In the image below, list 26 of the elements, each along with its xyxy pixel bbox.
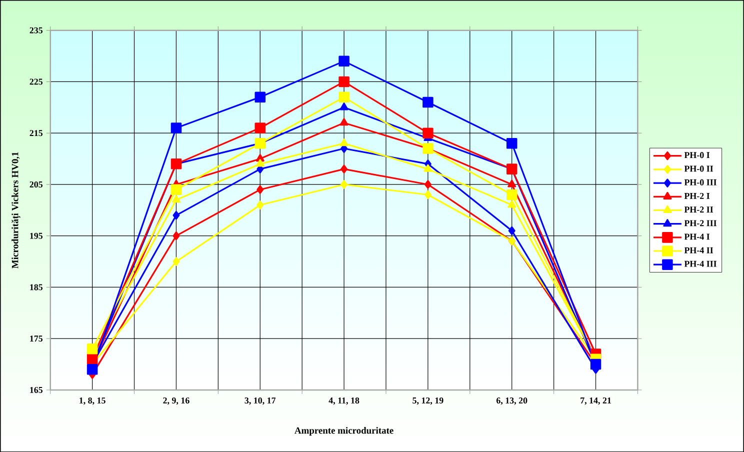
- x-axis-title: Amprente microduritate: [294, 426, 394, 436]
- y-tick-label: 225: [30, 78, 43, 85]
- y-tick-label: 185: [30, 284, 43, 290]
- x-tick-label: 2, 9, 16: [163, 397, 190, 405]
- x-tick-label: 7, 14, 21: [580, 397, 611, 405]
- legend-label: PH-2 I: [684, 192, 710, 199]
- y-tick-label: 215: [30, 130, 43, 136]
- x-tick-label: 5, 12, 19: [412, 397, 444, 405]
- legend-label: PH-0 I: [684, 152, 710, 158]
- legend-label: PH-4 I: [684, 234, 710, 240]
- y-tick-label: 235: [30, 27, 43, 34]
- x-tick-label: 6, 13, 20: [496, 397, 528, 405]
- y-tick-label: 205: [30, 181, 43, 188]
- legend-label: PH-2 II: [684, 206, 714, 212]
- y-tick-label: 195: [30, 232, 43, 239]
- legend-label: PH-4 III: [684, 260, 717, 267]
- x-tick-label: 4, 11, 18: [328, 397, 360, 405]
- y-tick-label: 175: [30, 335, 43, 342]
- x-tick-label: 1, 8, 15: [80, 397, 106, 405]
- legend-label: PH-2 III: [684, 220, 717, 226]
- legend-label: PH-0 II: [684, 166, 714, 172]
- y-axis-title: Microdurități Vickers HV0,1: [12, 152, 21, 268]
- y-tick-label: 165: [30, 386, 43, 393]
- legend-label: PH-4 II: [684, 247, 714, 254]
- x-tick-label: 3, 10, 17: [244, 397, 276, 405]
- legend-label: PH-0 III: [684, 179, 717, 186]
